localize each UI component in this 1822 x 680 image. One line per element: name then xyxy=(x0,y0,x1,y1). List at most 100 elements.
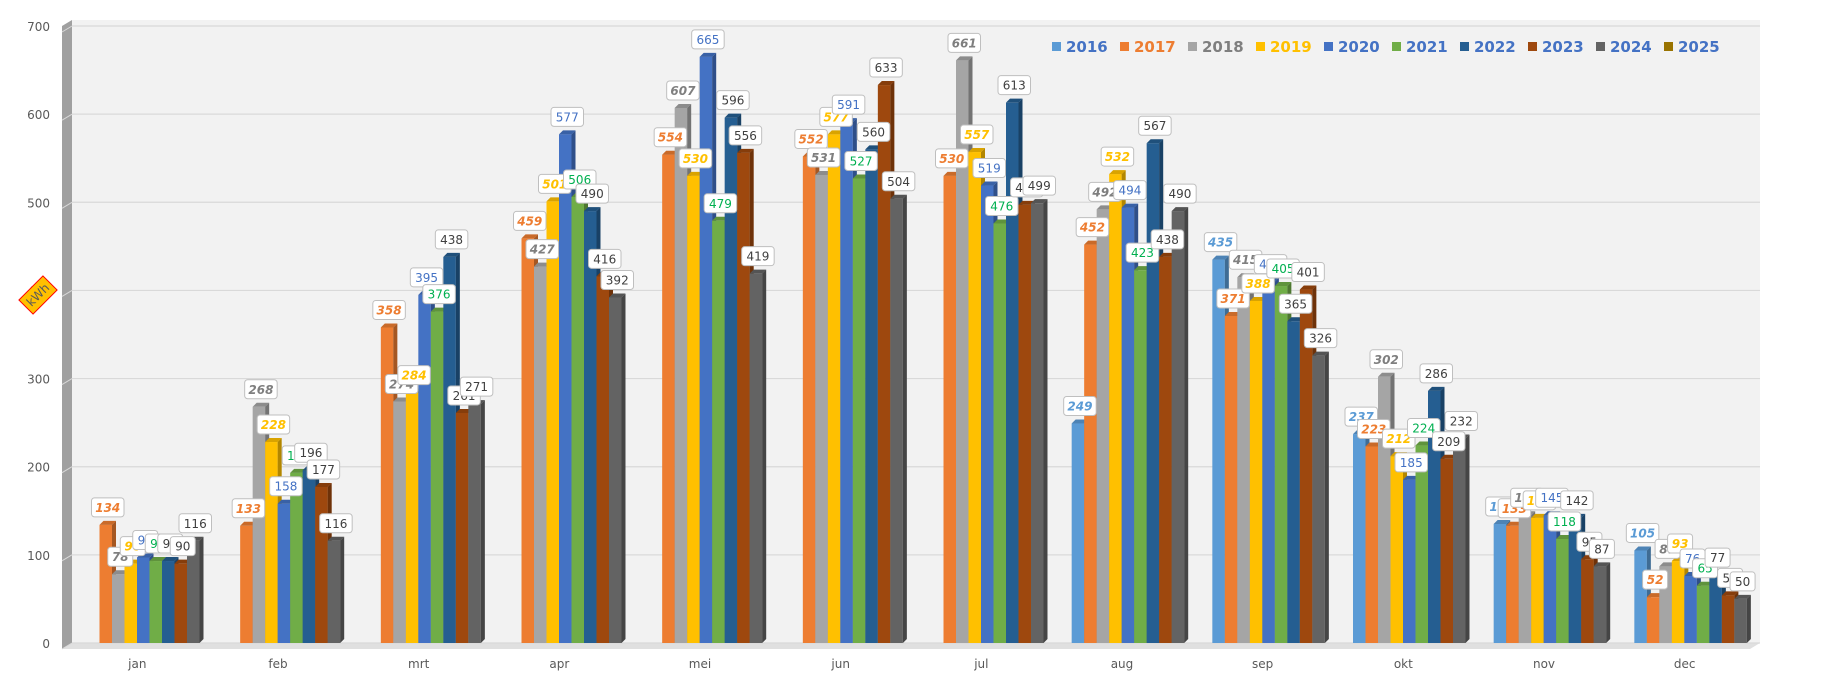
bar-side xyxy=(762,269,767,643)
bar-front xyxy=(1390,456,1403,643)
bar-front xyxy=(443,256,456,643)
data-label-text: 196 xyxy=(299,446,322,460)
data-label-text: 302 xyxy=(1374,353,1399,367)
bar-top-shade xyxy=(712,216,729,221)
bar-top xyxy=(852,174,870,179)
bar-top xyxy=(327,536,345,541)
data-label: 87 xyxy=(1588,538,1615,559)
bar-top-shade xyxy=(609,293,626,298)
bar-side-shade xyxy=(1184,207,1189,643)
bar-top-shade xyxy=(534,262,551,267)
bar-front xyxy=(584,211,597,643)
data-label-box xyxy=(459,376,494,397)
x-tick-label: feb xyxy=(268,657,287,671)
bar-front xyxy=(968,152,981,643)
data-label-text: 499 xyxy=(1028,179,1051,193)
bar-top xyxy=(277,499,295,504)
bar-front xyxy=(99,524,112,643)
data-label: 228 xyxy=(256,414,291,435)
bar-top-shade xyxy=(852,174,870,179)
gridline-side xyxy=(61,201,73,209)
bar-front xyxy=(1096,209,1110,643)
data-label: 371 xyxy=(1216,288,1250,309)
bar-top-shade xyxy=(687,171,704,176)
bar-front xyxy=(956,60,969,643)
bar-top xyxy=(1299,285,1317,290)
bar-top-shade xyxy=(1274,282,1292,287)
data-label-text: 185 xyxy=(1400,456,1423,470)
data-label-text: 661 xyxy=(952,36,977,50)
x-axis-ticks: jan feb mrt apr mei jun jul aug sep okt nov dec xyxy=(127,657,1695,671)
bar-top xyxy=(174,559,191,564)
data-label-text: 554 xyxy=(658,131,683,145)
gridline-side xyxy=(61,25,73,33)
legend-item: 2020 xyxy=(1324,38,1380,56)
data-label-box xyxy=(1547,511,1582,532)
bar-side-shade xyxy=(199,536,204,643)
x-tick-label: aug xyxy=(1111,657,1134,671)
data-label: 607 xyxy=(666,80,700,101)
bar-top-shade xyxy=(968,148,985,153)
data-label-text: 52 xyxy=(1647,573,1664,587)
data-label-box xyxy=(372,299,406,320)
legend-label: 2020 xyxy=(1338,38,1380,56)
bar-top xyxy=(1146,139,1164,144)
bar-top xyxy=(265,438,282,443)
data-label-text: 326 xyxy=(1309,332,1332,346)
bar-top xyxy=(1006,98,1023,103)
bar-front xyxy=(1312,355,1325,643)
legend-item: 2023 xyxy=(1528,38,1584,56)
legend-swatch xyxy=(1528,42,1537,51)
bar-front xyxy=(1262,281,1275,643)
y-tick-label: 200 xyxy=(27,461,50,475)
data-label-box xyxy=(844,150,878,171)
legend-label: 2024 xyxy=(1610,38,1652,56)
bar-top xyxy=(546,197,563,202)
data-label: 560 xyxy=(856,121,891,142)
data-label-text: 519 xyxy=(978,162,1001,176)
bar-side xyxy=(1184,207,1189,643)
data-label: 423 xyxy=(1125,242,1160,263)
bar-top-shade xyxy=(1146,139,1164,144)
gridline-side xyxy=(61,289,73,297)
bar-top-shade xyxy=(943,171,960,176)
data-label-text: 427 xyxy=(529,243,556,257)
data-label-text: 556 xyxy=(734,129,757,143)
bar-front xyxy=(674,107,688,644)
bar-side xyxy=(1324,351,1329,643)
data-label-box xyxy=(947,32,981,53)
data-label-box xyxy=(1163,183,1197,204)
side-wall xyxy=(62,20,72,649)
data-label-text: 158 xyxy=(274,480,297,494)
bar-top-shade xyxy=(290,468,307,473)
bar-front xyxy=(840,122,853,644)
bar-front xyxy=(1634,550,1647,643)
bar-side xyxy=(1043,199,1048,643)
data-label-box xyxy=(513,210,547,231)
bar-top xyxy=(315,482,332,487)
gridlines xyxy=(61,25,1760,650)
bar-top xyxy=(1556,534,1573,539)
bar-front xyxy=(1556,538,1569,643)
data-label-box xyxy=(972,158,1006,179)
bar-top-shade xyxy=(1096,205,1114,210)
bar-top xyxy=(1593,562,1611,567)
bar-top xyxy=(1212,255,1229,260)
bar-front xyxy=(534,266,547,643)
bar-top xyxy=(1312,351,1329,356)
bar-top-shade xyxy=(1159,252,1176,257)
data-label-text: 392 xyxy=(606,273,629,287)
bar-top xyxy=(534,262,551,267)
bar-front xyxy=(877,85,891,643)
bar xyxy=(1171,207,1189,643)
data-label-box xyxy=(1588,538,1615,559)
bar-front xyxy=(112,574,125,643)
bar-top xyxy=(240,521,257,526)
bar-top-shade xyxy=(277,499,295,504)
data-label: 50 xyxy=(1729,571,1756,592)
data-label-box xyxy=(935,148,969,169)
data-label: 116 xyxy=(178,513,212,534)
bar-front xyxy=(1274,286,1288,643)
bar-top xyxy=(609,293,626,298)
x-tick-label: jan xyxy=(127,657,146,671)
